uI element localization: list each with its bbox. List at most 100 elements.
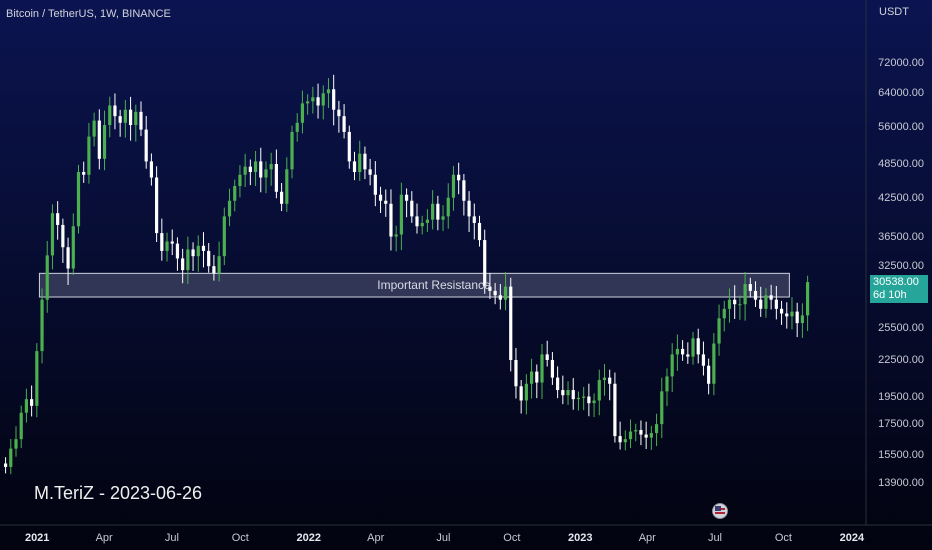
- candle: [514, 360, 518, 387]
- candle: [634, 430, 638, 432]
- candle: [337, 109, 341, 117]
- candle: [415, 216, 419, 227]
- candle: [477, 222, 482, 241]
- candle: [19, 412, 23, 440]
- candle: [227, 200, 232, 217]
- resistance-zone-label: Important Resistance: [377, 278, 491, 293]
- candle: [368, 169, 372, 175]
- candle: [404, 194, 409, 201]
- candle: [681, 348, 685, 355]
- candle: [300, 103, 305, 123]
- y-tick-label: 64000.00: [878, 87, 924, 100]
- candle: [665, 376, 669, 392]
- candle: [701, 354, 706, 366]
- candle: [160, 233, 164, 251]
- candle: [686, 354, 690, 357]
- resistance-zone-box[interactable]: [38, 272, 790, 298]
- last-price-value: 30538.00: [873, 276, 919, 289]
- candle: [446, 197, 450, 217]
- candle: [238, 174, 242, 186]
- candle: [358, 153, 362, 173]
- candle: [670, 354, 674, 377]
- candle: [290, 131, 294, 170]
- candle: [139, 111, 143, 130]
- y-tick-label: 32500.00: [878, 260, 924, 273]
- candle: [764, 295, 768, 309]
- candle: [410, 200, 414, 217]
- candle: [316, 97, 320, 106]
- candle: [76, 172, 81, 227]
- x-tick-label: Jul: [436, 532, 451, 544]
- currency-label[interactable]: USDT: [879, 6, 909, 18]
- candle: [602, 377, 607, 381]
- candle: [134, 111, 138, 126]
- candle: [759, 299, 763, 309]
- y-tick-label: 48500.00: [878, 158, 924, 170]
- candle: [3, 463, 8, 467]
- candle: [61, 224, 65, 248]
- candle: [644, 434, 648, 438]
- candle: [45, 255, 49, 300]
- candle: [628, 431, 633, 440]
- candle: [535, 371, 539, 383]
- candle: [50, 213, 55, 256]
- candle: [712, 343, 716, 384]
- candle: [9, 448, 13, 467]
- candle: [654, 424, 659, 434]
- candle: [326, 89, 331, 94]
- candle: [128, 109, 133, 126]
- us-flag-icon[interactable]: [712, 503, 728, 519]
- candle: [82, 172, 86, 175]
- candle: [566, 390, 570, 396]
- candle: [717, 318, 721, 344]
- candle: [248, 166, 252, 173]
- candle: [498, 295, 502, 300]
- candle: [373, 174, 377, 195]
- candle: [170, 241, 174, 244]
- candle: [149, 161, 154, 178]
- x-tick-label: Apr: [95, 532, 113, 544]
- y-tick-label: 72000.00: [878, 57, 924, 70]
- candle: [155, 177, 159, 234]
- x-tick-label: Jul: [164, 532, 179, 544]
- candle: [113, 105, 117, 117]
- candle: [212, 266, 216, 274]
- x-tick-label: Oct: [774, 532, 792, 544]
- candle: [556, 377, 560, 391]
- candle: [800, 315, 804, 324]
- candle: [186, 249, 190, 271]
- author-watermark: M.TeriZ - 2023-06-26: [34, 483, 203, 503]
- candle: [529, 371, 534, 384]
- candle: [597, 380, 601, 401]
- candle: [561, 390, 565, 396]
- candle: [519, 386, 523, 401]
- candle: [649, 433, 653, 438]
- candle: [587, 396, 591, 404]
- candle: [201, 245, 206, 251]
- candle: [92, 120, 96, 137]
- candle: [108, 105, 112, 126]
- y-tick-label: 56000.00: [878, 121, 924, 134]
- candle: [743, 284, 747, 305]
- candle: [165, 241, 169, 251]
- x-tick-label: Oct: [231, 532, 249, 544]
- candle: [306, 101, 310, 104]
- candle: [691, 338, 695, 357]
- candle: [30, 399, 34, 406]
- candle: [779, 308, 784, 314]
- candle: [196, 245, 200, 257]
- resistance-zone[interactable]: [38, 272, 790, 298]
- candle: [795, 311, 799, 324]
- candle: [222, 216, 226, 257]
- candle: [40, 299, 44, 352]
- candle: [420, 222, 424, 227]
- candle: [467, 200, 471, 217]
- candle: [582, 396, 586, 398]
- candle: [608, 377, 612, 384]
- candle: [722, 308, 726, 319]
- candle: [102, 125, 107, 159]
- candle: [332, 89, 336, 110]
- candle: [311, 97, 315, 102]
- candle: [352, 161, 357, 173]
